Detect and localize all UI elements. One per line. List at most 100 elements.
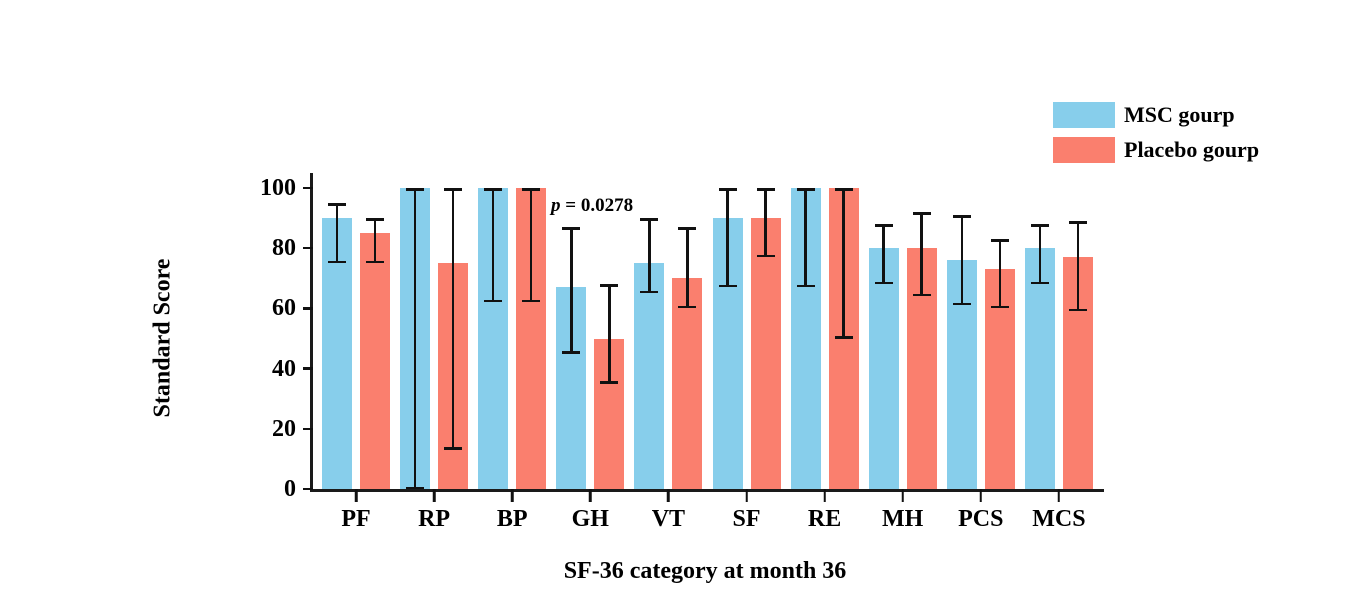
y-tick-label-0: 0 bbox=[284, 476, 296, 502]
error-cap-top-SF-0 bbox=[718, 188, 737, 191]
x-tick-BP bbox=[510, 489, 514, 502]
error-bar-placebo-RE bbox=[842, 188, 845, 339]
bar-placebo-PF bbox=[360, 233, 390, 489]
error-cap-top-PF-1 bbox=[366, 218, 384, 221]
error-bar-msc-RP bbox=[413, 188, 417, 489]
error-cap-bottom-MCS-1 bbox=[1068, 308, 1087, 312]
error-cap-bottom-SF-1 bbox=[756, 254, 775, 258]
error-cap-bottom-PF-1 bbox=[366, 260, 384, 264]
y-axis-title: Standard Score bbox=[149, 258, 176, 418]
error-cap-bottom-PF-0 bbox=[328, 260, 346, 264]
y-tick-label-20: 20 bbox=[272, 415, 296, 442]
error-cap-top-BP-1 bbox=[522, 188, 541, 191]
error-cap-top-BP-0 bbox=[484, 188, 503, 191]
error-cap-top-GH-0 bbox=[562, 227, 581, 230]
error-cap-top-SF-1 bbox=[756, 188, 775, 191]
x-tick-MH bbox=[901, 489, 904, 502]
x-label-VT: VT bbox=[651, 506, 686, 532]
error-cap-top-GH-1 bbox=[600, 284, 619, 287]
error-cap-top-PF-0 bbox=[328, 203, 346, 206]
error-cap-bottom-RP-1 bbox=[444, 447, 463, 450]
x-label-GH: GH bbox=[571, 506, 609, 532]
legend-label-placebo: Placebo gourp bbox=[1124, 137, 1260, 162]
error-bar-placebo-SF bbox=[764, 188, 767, 258]
legend-item-msc: MSC gourp bbox=[1053, 102, 1259, 128]
error-cap-bottom-VT-1 bbox=[678, 305, 697, 309]
y-tick-20 bbox=[303, 427, 313, 431]
error-cap-bottom-RP-0 bbox=[406, 486, 425, 489]
error-cap-bottom-MH-0 bbox=[874, 281, 893, 285]
error-cap-bottom-SF-0 bbox=[718, 284, 737, 288]
error-cap-top-PCS-0 bbox=[952, 215, 971, 218]
error-bar-placebo-BP bbox=[529, 188, 533, 303]
p-value-annotation: p = 0.0278 bbox=[551, 195, 633, 217]
error-bar-placebo-GH bbox=[608, 284, 611, 384]
plot-area: p = 0.0278 0 20 40 60 80 100 PF RP BP GH VT SF RE MH P… bbox=[260, 173, 1104, 532]
y-tick-label-100: 100 bbox=[260, 175, 296, 201]
x-tick-GH bbox=[589, 489, 592, 502]
y-tick-100 bbox=[303, 186, 313, 190]
x-label-RE: RE bbox=[807, 506, 842, 532]
error-bar-msc-SF bbox=[726, 188, 729, 288]
bar-msc-VT bbox=[634, 263, 665, 489]
error-cap-bottom-VT-0 bbox=[640, 290, 659, 294]
x-tick-RP bbox=[432, 489, 436, 502]
bar-placebo-SF bbox=[750, 218, 781, 489]
y-tick-label-60: 60 bbox=[272, 295, 296, 322]
error-cap-bottom-GH-0 bbox=[562, 351, 581, 354]
error-cap-top-RP-1 bbox=[444, 188, 463, 191]
error-bar-placebo-PCS bbox=[998, 239, 1002, 309]
error-bar-msc-GH bbox=[570, 227, 573, 354]
x-label-RP: RP bbox=[418, 506, 451, 532]
x-tick-PCS bbox=[979, 489, 983, 502]
legend-swatch-msc bbox=[1053, 102, 1115, 128]
error-bar-msc-BP bbox=[491, 188, 495, 303]
x-label-MCS: MCS bbox=[1032, 506, 1086, 532]
x-label-PF: PF bbox=[341, 506, 371, 532]
x-label-MH: MH bbox=[882, 506, 924, 532]
legend-item-placebo: Placebo gourp bbox=[1053, 137, 1259, 163]
bar-msc-MCS bbox=[1024, 248, 1055, 489]
x-tick-PF bbox=[354, 489, 358, 502]
error-cap-top-MCS-0 bbox=[1030, 224, 1049, 227]
bar-placebo-VT bbox=[672, 278, 703, 489]
y-tick-label-80: 80 bbox=[272, 235, 296, 262]
legend-label-msc: MSC gourp bbox=[1124, 102, 1235, 127]
y-tick-label-40: 40 bbox=[272, 355, 296, 382]
bar-msc-MH bbox=[868, 248, 899, 489]
x-label-SF: SF bbox=[732, 506, 761, 532]
error-cap-bottom-BP-1 bbox=[522, 299, 541, 303]
error-cap-top-MH-1 bbox=[912, 212, 931, 215]
error-bar-placebo-VT bbox=[686, 227, 689, 309]
y-tick-40 bbox=[303, 367, 313, 370]
y-tick-0 bbox=[303, 487, 313, 491]
x-tick-MCS bbox=[1057, 489, 1061, 502]
error-cap-bottom-BP-0 bbox=[484, 299, 503, 303]
error-bar-placebo-RP bbox=[451, 188, 455, 450]
error-cap-top-MH-0 bbox=[874, 224, 893, 227]
error-cap-top-VT-0 bbox=[640, 218, 659, 221]
p-value-text: = 0.0278 bbox=[560, 195, 634, 216]
error-cap-bottom-PCS-1 bbox=[990, 305, 1009, 309]
error-cap-top-RP-0 bbox=[406, 188, 425, 191]
legend-swatch-placebo bbox=[1053, 137, 1115, 163]
x-tick-VT bbox=[667, 489, 670, 502]
x-tick-SF bbox=[745, 489, 748, 502]
error-cap-bottom-RE-1 bbox=[834, 336, 853, 339]
error-bar-msc-RE bbox=[804, 188, 807, 288]
x-label-BP: BP bbox=[496, 506, 528, 532]
bar-msc-PF bbox=[322, 218, 352, 489]
error-cap-top-RE-0 bbox=[796, 188, 815, 191]
error-cap-top-VT-1 bbox=[678, 227, 697, 230]
error-cap-top-PCS-1 bbox=[990, 239, 1009, 242]
x-axis-title: SF-36 category at month 36 bbox=[563, 558, 847, 584]
error-bar-msc-VT bbox=[648, 218, 651, 294]
error-cap-top-MCS-1 bbox=[1068, 221, 1087, 224]
error-bar-placebo-MH bbox=[920, 212, 923, 297]
legend: MSC gourp Placebo gourp bbox=[1053, 102, 1259, 163]
error-cap-bottom-GH-1 bbox=[600, 381, 619, 384]
error-cap-bottom-PCS-0 bbox=[952, 302, 971, 306]
x-tick-RE bbox=[823, 489, 826, 502]
error-bar-msc-PCS bbox=[960, 215, 964, 306]
